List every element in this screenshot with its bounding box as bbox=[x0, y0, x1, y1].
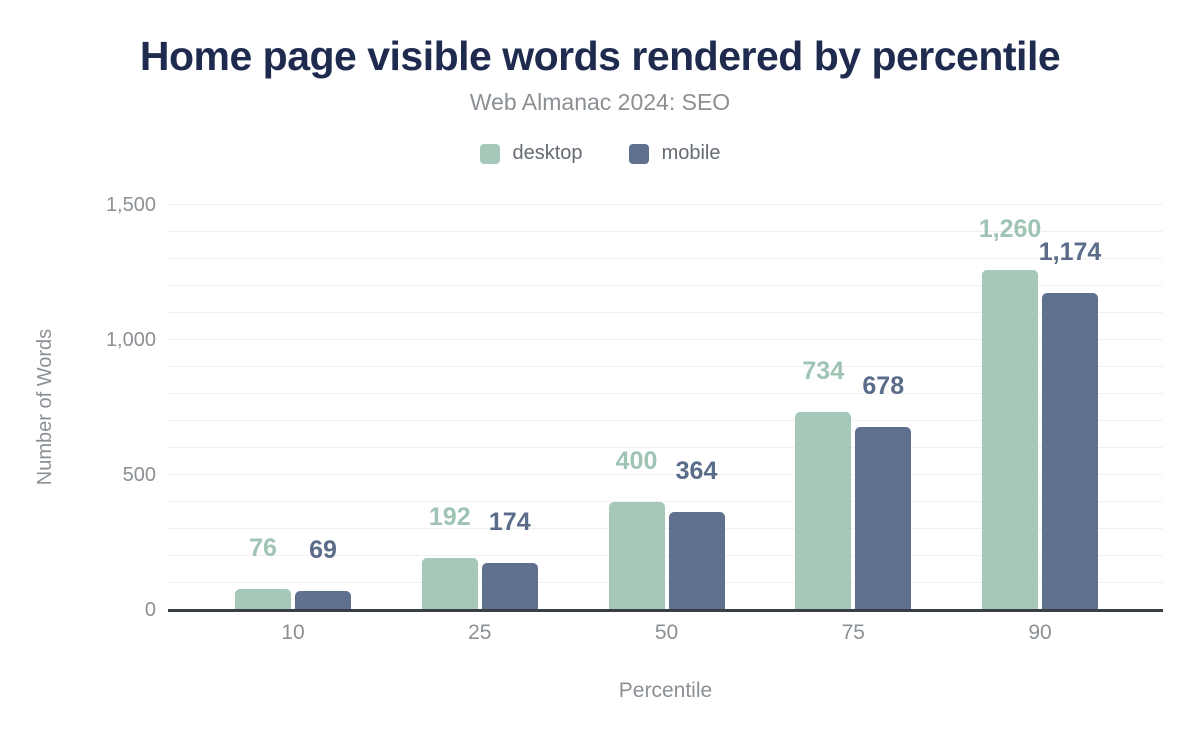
gridline-1200 bbox=[168, 285, 1163, 286]
gridline-1000 bbox=[168, 339, 1163, 340]
x-tick-75: 75 bbox=[841, 621, 865, 644]
legend: desktop mobile bbox=[0, 142, 1200, 165]
gridline-200 bbox=[168, 555, 1163, 556]
bar-label-mobile-25: 174 bbox=[488, 508, 531, 537]
bar-mobile-10 bbox=[295, 591, 351, 610]
legend-item-mobile: mobile bbox=[628, 142, 721, 165]
y-tick-500: 500 bbox=[122, 464, 156, 486]
x-tick-90: 90 bbox=[1028, 621, 1052, 644]
legend-label-mobile: mobile bbox=[661, 142, 721, 164]
bar-desktop-50 bbox=[608, 502, 665, 610]
bar-label-desktop-75: 734 bbox=[802, 356, 845, 385]
x-tick-25: 25 bbox=[468, 621, 492, 644]
gridline-1300 bbox=[168, 258, 1163, 259]
bar-label-mobile-50: 364 bbox=[675, 456, 718, 485]
gridline-400 bbox=[168, 501, 1163, 502]
gridline-1400 bbox=[168, 231, 1163, 232]
bar-desktop-90 bbox=[982, 269, 1038, 610]
bar-mobile-25 bbox=[481, 563, 538, 610]
bar-label-mobile-75: 678 bbox=[862, 371, 905, 400]
bar-desktop-25 bbox=[421, 558, 478, 610]
gridline-800 bbox=[168, 393, 1163, 394]
chart-title: Home page visible words rendered by perc… bbox=[139, 33, 1061, 79]
x-axis-line bbox=[168, 609, 1163, 612]
gridline-1100 bbox=[168, 312, 1163, 313]
gridline-100 bbox=[168, 582, 1163, 583]
y-tick-1500: 1,500 bbox=[105, 194, 156, 216]
bar-label-desktop-25: 192 bbox=[428, 503, 471, 532]
bar-label-desktop-50: 400 bbox=[615, 447, 658, 475]
bar-desktop-10 bbox=[235, 589, 291, 610]
bar-desktop-75 bbox=[795, 411, 852, 610]
legend-swatch-mobile bbox=[628, 143, 649, 164]
bar-mobile-50 bbox=[668, 511, 725, 610]
gridline-900 bbox=[168, 366, 1163, 367]
legend-label-desktop: desktop bbox=[512, 142, 583, 164]
y-axis-title: Number of Words bbox=[34, 328, 56, 486]
gridline-700 bbox=[168, 420, 1163, 421]
bar-label-mobile-90: 1,174 bbox=[1038, 238, 1102, 267]
plot-area: 76 69 192 174 400 364 734 678 1,260 1,174 bbox=[168, 204, 1163, 612]
bar-label-mobile-10: 69 bbox=[309, 536, 337, 565]
gridline-500 bbox=[168, 474, 1163, 475]
chart-subtitle: Web Almanac 2024: SEO bbox=[469, 89, 731, 115]
gridline-600 bbox=[168, 447, 1163, 448]
bar-mobile-75 bbox=[855, 426, 912, 610]
x-axis-title: Percentile bbox=[618, 679, 713, 702]
y-tick-1000: 1,000 bbox=[105, 329, 156, 351]
x-tick-10: 10 bbox=[281, 621, 305, 644]
x-tick-50: 50 bbox=[654, 621, 679, 644]
legend-item-desktop: desktop bbox=[479, 142, 583, 165]
y-tick-0: 0 bbox=[144, 599, 156, 621]
legend-swatch-desktop bbox=[479, 143, 500, 164]
bar-mobile-90 bbox=[1042, 293, 1098, 610]
gridline-300 bbox=[168, 528, 1163, 529]
bar-label-desktop-10: 76 bbox=[249, 534, 277, 563]
gridline-1500 bbox=[168, 204, 1163, 205]
bar-label-desktop-90: 1,260 bbox=[978, 214, 1042, 243]
